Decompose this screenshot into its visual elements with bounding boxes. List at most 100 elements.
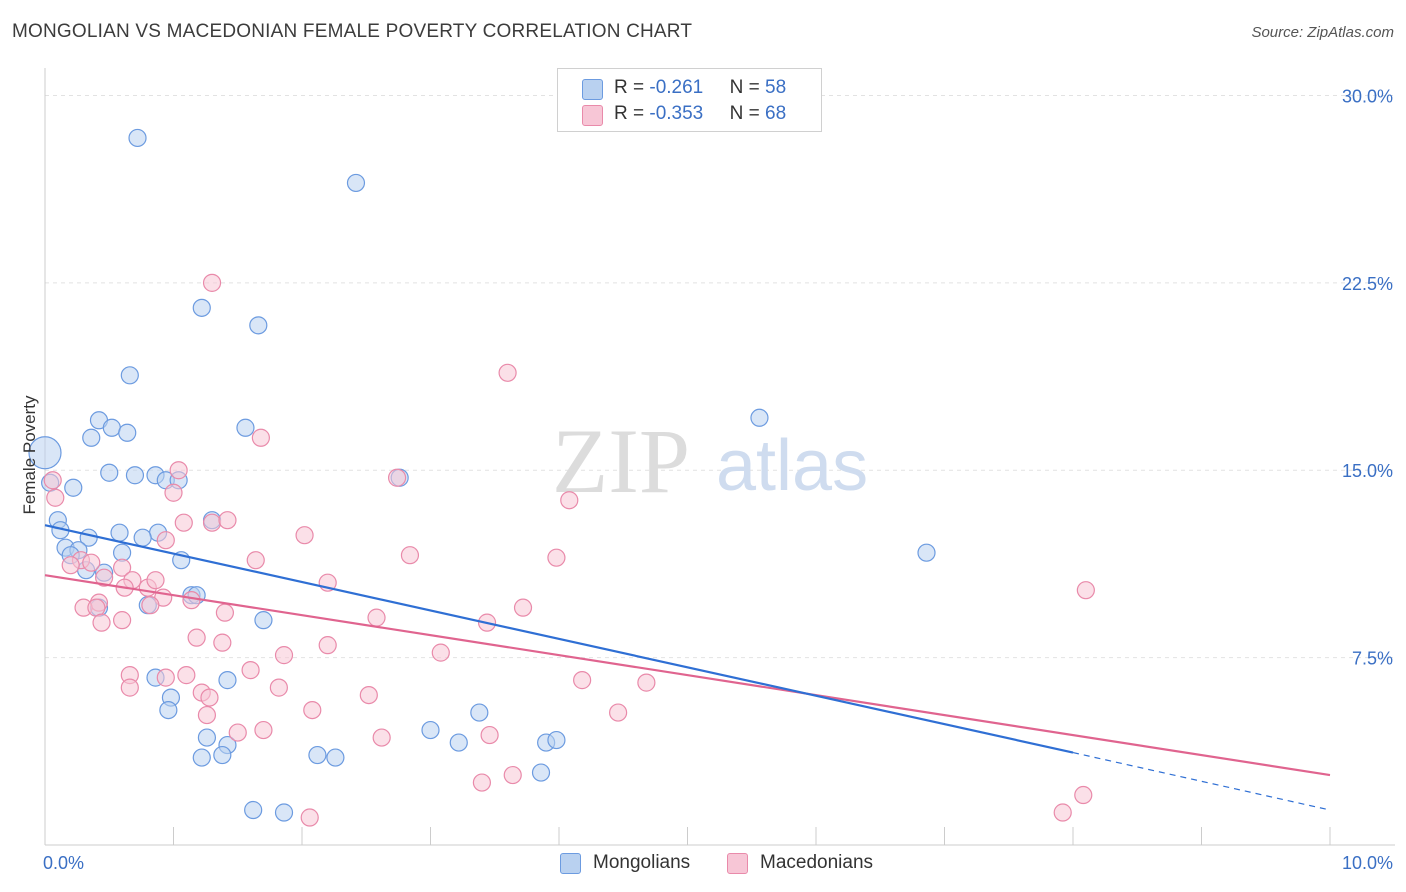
source-label: Source: ZipAtlas.com bbox=[1251, 24, 1394, 41]
data-point bbox=[112, 611, 132, 630]
legend-n-label: N = bbox=[729, 103, 766, 124]
data-point bbox=[213, 633, 232, 652]
data-point bbox=[159, 700, 178, 720]
legend-swatch-blue bbox=[560, 853, 581, 874]
y-tick-label: 15.0% bbox=[1342, 461, 1393, 481]
data-point bbox=[46, 488, 65, 507]
data-point bbox=[498, 363, 517, 382]
data-point bbox=[274, 646, 294, 665]
legend-r-label: R = bbox=[614, 103, 650, 124]
data-point bbox=[609, 703, 628, 722]
data-point bbox=[308, 745, 327, 765]
data-point bbox=[61, 556, 80, 575]
data-point bbox=[146, 571, 165, 590]
legend-swatch-blue bbox=[582, 79, 603, 100]
chart-title: MONGOLIAN VS MACEDONIAN FEMALE POVERTY C… bbox=[12, 21, 693, 42]
data-point bbox=[400, 546, 420, 565]
legend: R = -0.261 N = 58 R = -0.353 N = 68 bbox=[557, 68, 822, 132]
data-point bbox=[249, 316, 268, 335]
data-point bbox=[750, 408, 769, 427]
data-point bbox=[431, 643, 450, 662]
data-point bbox=[244, 800, 263, 820]
grid-lines bbox=[45, 94, 1395, 659]
data-point bbox=[28, 436, 62, 470]
data-point bbox=[359, 685, 378, 705]
data-point bbox=[128, 128, 147, 148]
data-point bbox=[43, 471, 62, 490]
data-point bbox=[228, 723, 247, 742]
data-point bbox=[1053, 803, 1072, 822]
data-point bbox=[513, 598, 533, 617]
data-point bbox=[82, 428, 101, 447]
data-point bbox=[449, 733, 468, 752]
data-point bbox=[197, 705, 217, 725]
y-axis-label: Female Poverty bbox=[20, 395, 39, 515]
watermark: ZIP atlas bbox=[552, 410, 868, 512]
data-point bbox=[917, 543, 936, 562]
trend-line-mongolians bbox=[44, 524, 1074, 754]
data-point bbox=[560, 491, 579, 510]
data-point bbox=[254, 611, 273, 630]
data-point bbox=[218, 671, 237, 690]
data-point bbox=[118, 423, 137, 442]
data-point bbox=[218, 511, 237, 530]
trend-lines bbox=[44, 524, 1331, 811]
data-point bbox=[503, 765, 522, 785]
data-point bbox=[251, 428, 270, 447]
legend-n-value: 68 bbox=[765, 103, 787, 124]
data-point bbox=[125, 466, 145, 485]
data-point bbox=[202, 273, 222, 292]
legend-swatch-pink bbox=[582, 105, 603, 126]
data-point bbox=[472, 773, 491, 792]
data-point bbox=[346, 173, 366, 193]
data-point bbox=[246, 551, 265, 570]
data-point bbox=[547, 730, 566, 750]
data-point bbox=[102, 418, 121, 437]
data-point bbox=[318, 636, 337, 655]
data-point bbox=[372, 728, 391, 747]
data-point bbox=[174, 513, 193, 532]
legend-n-label: N = bbox=[729, 77, 766, 98]
data-point bbox=[177, 666, 196, 685]
data-point bbox=[213, 745, 232, 765]
data-point bbox=[421, 720, 440, 740]
tick-labels: 7.5% 15.0% 22.5% 30.0% 0.0% 10.0% bbox=[43, 86, 1393, 873]
trend-line-macedonians bbox=[44, 574, 1331, 777]
data-point bbox=[120, 678, 139, 697]
data-point bbox=[295, 526, 314, 545]
data-point bbox=[200, 688, 219, 707]
data-point bbox=[169, 461, 188, 480]
data-point bbox=[82, 553, 101, 572]
trend-line-mongolians-extension bbox=[1072, 751, 1331, 811]
data-point bbox=[64, 478, 83, 497]
data-point bbox=[1074, 785, 1093, 805]
data-point bbox=[573, 671, 592, 690]
x-tick-label: 0.0% bbox=[43, 853, 84, 873]
data-point bbox=[637, 673, 656, 692]
data-point bbox=[120, 366, 139, 385]
legend-r-value: -0.261 bbox=[649, 77, 704, 98]
data-point bbox=[164, 483, 183, 502]
data-point bbox=[100, 463, 119, 482]
data-point bbox=[236, 418, 255, 437]
data-point bbox=[303, 700, 322, 720]
data-point bbox=[182, 591, 201, 610]
data-point bbox=[300, 808, 319, 827]
data-point bbox=[480, 725, 499, 745]
data-point bbox=[1076, 581, 1095, 600]
y-tick-label: 7.5% bbox=[1352, 649, 1393, 669]
legend-r-value: -0.353 bbox=[649, 103, 704, 124]
data-point bbox=[367, 608, 386, 627]
legend-label-macedonians: Macedonians bbox=[760, 852, 874, 873]
data-point bbox=[187, 628, 206, 647]
data-point bbox=[156, 668, 175, 687]
data-point bbox=[141, 596, 160, 615]
data-point bbox=[92, 613, 111, 632]
watermark-atlas: atlas bbox=[716, 426, 868, 506]
data-point bbox=[254, 720, 273, 740]
legend-r-label: R = bbox=[614, 77, 650, 98]
series-macedonians-points bbox=[43, 273, 1095, 827]
x-tick-label: 10.0% bbox=[1342, 853, 1393, 873]
data-point bbox=[269, 678, 288, 697]
